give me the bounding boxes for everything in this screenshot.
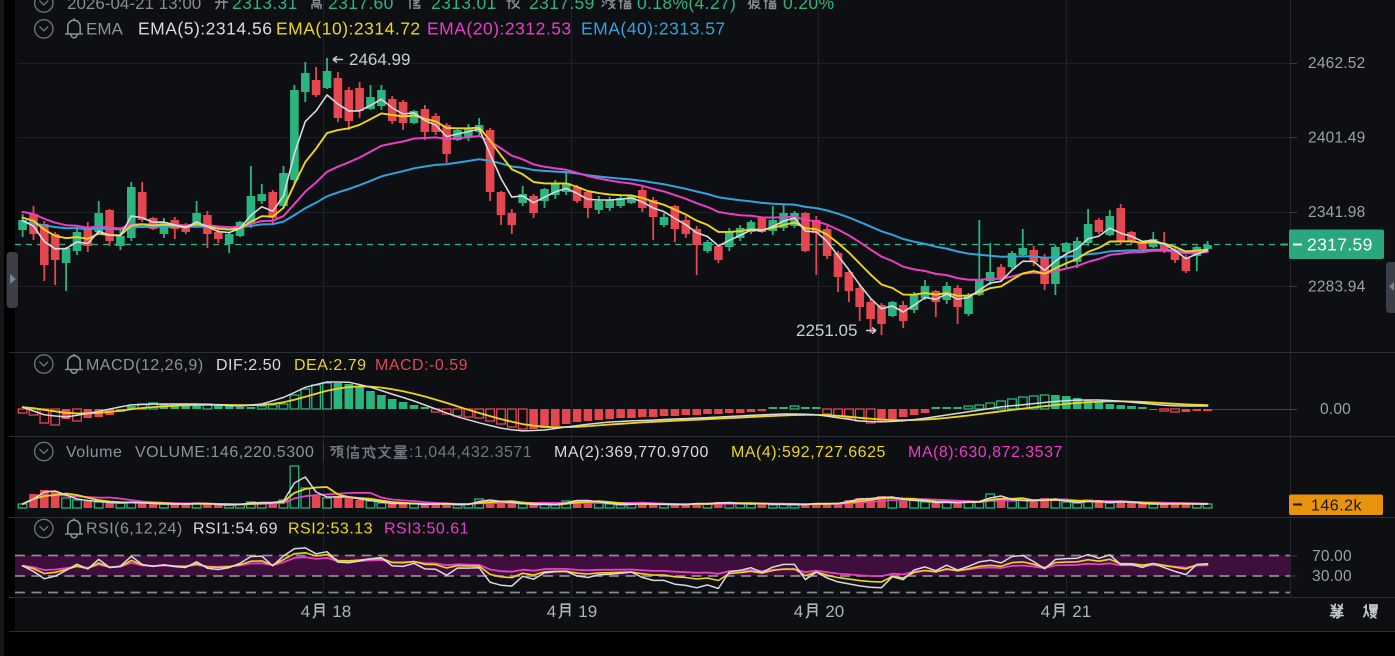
svg-text:VOLUME:146,220.5300: VOLUME:146,220.5300: [135, 444, 314, 461]
svg-text:2317.60: 2317.60: [328, 0, 394, 13]
svg-text:EMA(5):2314.56: EMA(5):2314.56: [138, 19, 272, 39]
svg-text:0.00: 0.00: [1320, 401, 1351, 418]
svg-text:2251.05: 2251.05: [796, 321, 857, 340]
svg-text:Volume: Volume: [66, 444, 122, 461]
svg-text:2317.59: 2317.59: [529, 0, 595, 13]
svg-text:MACD:-0.59: MACD:-0.59: [375, 357, 468, 374]
svg-text:2462.52: 2462.52: [1308, 55, 1365, 72]
svg-text:19: 19: [578, 602, 597, 621]
svg-text:EMA(10):2314.72: EMA(10):2314.72: [276, 19, 421, 39]
svg-text:RSI1:54.69: RSI1:54.69: [193, 521, 278, 538]
svg-text:2464.99: 2464.99: [349, 50, 410, 69]
svg-text::1,044,432.3571: :1,044,432.3571: [409, 444, 532, 461]
svg-text:RSI3:50.61: RSI3:50.61: [384, 521, 469, 538]
svg-text:2313.01: 2313.01: [431, 0, 497, 13]
svg-text:DIF:2.50: DIF:2.50: [216, 357, 281, 374]
svg-text:30.00: 30.00: [1312, 568, 1352, 585]
svg-text:2026-04-21 13:00: 2026-04-21 13:00: [67, 0, 201, 13]
svg-text:4: 4: [794, 602, 803, 621]
svg-text:18: 18: [332, 602, 351, 621]
svg-text:MACD(12,26,9): MACD(12,26,9): [86, 357, 204, 374]
svg-text:4: 4: [301, 602, 310, 621]
svg-text:RSI(6,12,24): RSI(6,12,24): [86, 521, 183, 538]
svg-text:20: 20: [825, 602, 844, 621]
svg-text:70.00: 70.00: [1312, 548, 1352, 565]
svg-text:4: 4: [1041, 602, 1050, 621]
svg-text:DEA:2.79: DEA:2.79: [294, 357, 366, 374]
svg-text:2317.59: 2317.59: [1307, 235, 1373, 255]
svg-text:0.20%: 0.20%: [783, 0, 834, 13]
svg-text:EMA: EMA: [86, 20, 124, 39]
svg-text:2313.31: 2313.31: [232, 0, 298, 13]
svg-text:2283.94: 2283.94: [1308, 279, 1366, 296]
svg-text:MA(2):369,770.9700: MA(2):369,770.9700: [554, 444, 709, 461]
svg-text:MA(8):630,872.3537: MA(8):630,872.3537: [908, 444, 1063, 461]
svg-text:EMA(40):2313.57: EMA(40):2313.57: [581, 19, 726, 39]
svg-text:EMA(20):2312.53: EMA(20):2312.53: [427, 19, 572, 39]
svg-text:2341.98: 2341.98: [1308, 204, 1365, 221]
svg-text:2401.49: 2401.49: [1308, 130, 1365, 147]
svg-text:0.18%(4.27): 0.18%(4.27): [637, 0, 736, 13]
svg-text:MA(4):592,727.6625: MA(4):592,727.6625: [731, 444, 886, 461]
svg-text:21: 21: [1072, 602, 1091, 621]
svg-text:RSI2:53.13: RSI2:53.13: [288, 521, 373, 538]
svg-text:146.2k: 146.2k: [1311, 498, 1363, 515]
svg-text:4: 4: [547, 602, 556, 621]
